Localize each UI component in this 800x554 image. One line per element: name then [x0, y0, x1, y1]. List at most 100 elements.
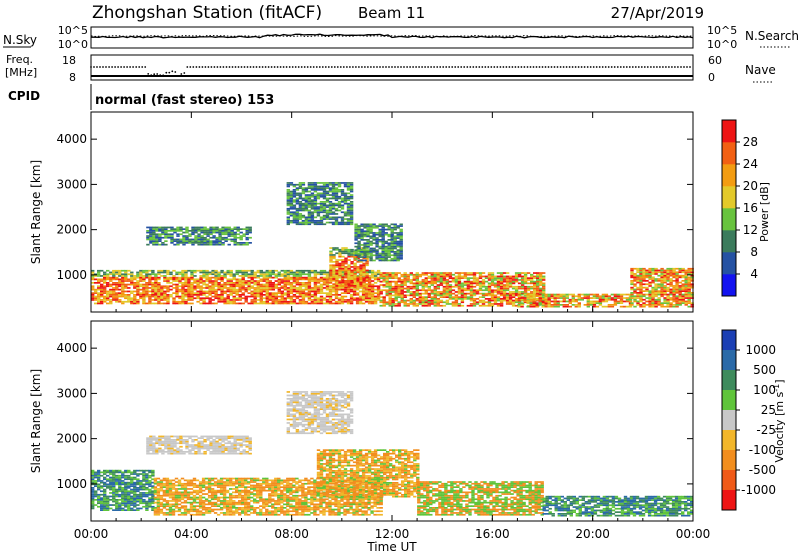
- echo-cell: [202, 300, 206, 303]
- echo-cell: [155, 238, 159, 241]
- echo-cell: [366, 230, 370, 233]
- echo-cell: [672, 290, 676, 292]
- echo-cell: [536, 292, 540, 295]
- echo-cell: [381, 249, 385, 251]
- echo-cell: [162, 507, 167, 509]
- echo-cell: [304, 300, 309, 303]
- echo-cell: [183, 482, 188, 485]
- echo-cell: [343, 195, 348, 198]
- echo-cell: [247, 292, 251, 294]
- echo-cell: [511, 292, 516, 295]
- echo-cell: [115, 502, 119, 505]
- echo-cell: [363, 225, 367, 227]
- colorbar-tick-label: 16: [743, 201, 758, 215]
- echo-cell: [424, 272, 428, 274]
- echo-cell: [388, 284, 392, 286]
- echo-cell: [194, 226, 198, 229]
- echo-cell: [457, 291, 462, 293]
- echo-cell: [295, 271, 300, 274]
- echo-cell: [250, 300, 254, 303]
- echo-cell: [149, 238, 153, 241]
- echo-cell: [533, 289, 537, 292]
- echo-cell: [152, 236, 156, 239]
- echo-cell: [412, 296, 416, 298]
- echo-cell: [325, 201, 330, 203]
- echo-cell: [350, 262, 354, 265]
- echo-cell: [213, 503, 218, 506]
- echo-cell: [520, 291, 525, 293]
- echo-cell: [396, 244, 400, 246]
- echo-cell: [651, 295, 655, 298]
- echo-cell: [457, 303, 462, 305]
- echo-cell: [394, 292, 398, 295]
- echo-cell: [385, 275, 389, 278]
- echo-cell: [319, 302, 324, 305]
- echo-cell: [382, 279, 386, 281]
- echo-cell: [145, 271, 149, 274]
- echo-cell: [365, 286, 369, 289]
- echo-cell: [292, 194, 297, 196]
- echo-cell: [350, 261, 354, 263]
- echo-cell: [142, 469, 146, 472]
- echo-cell: [271, 300, 275, 303]
- echo-cell: [400, 289, 404, 292]
- echo-cell: [360, 232, 364, 234]
- echo-cell: [382, 277, 386, 279]
- echo-cell: [505, 272, 510, 274]
- echo-cell: [666, 288, 670, 291]
- echo-cell: [583, 293, 587, 296]
- echo-cell: [370, 269, 375, 272]
- echo-cell: [286, 294, 291, 296]
- echo-cell: [544, 302, 548, 304]
- echo-cell: [365, 279, 369, 282]
- echo-cell: [174, 510, 179, 513]
- echo-cell: [669, 297, 673, 299]
- echo-cell: [319, 299, 324, 301]
- echo-cell: [373, 276, 378, 279]
- echo-cell: [427, 275, 431, 278]
- echo-cell: [190, 271, 194, 274]
- echo-cell: [207, 507, 212, 509]
- echo-cell: [130, 497, 134, 499]
- echo-cell: [133, 297, 137, 300]
- echo-cell: [376, 295, 381, 298]
- echo-cell: [94, 495, 98, 498]
- echo-cell: [292, 271, 297, 274]
- echo-cell: [381, 244, 385, 246]
- echo-cell: [645, 290, 649, 292]
- echo-cell: [186, 494, 191, 497]
- echo-cell: [387, 256, 391, 258]
- echo-cell: [406, 304, 410, 307]
- echo-cell: [109, 480, 113, 482]
- echo-cell: [493, 296, 498, 298]
- echo-cell: [542, 296, 546, 298]
- echo-cell: [601, 293, 606, 296]
- echo-cell: [259, 290, 263, 293]
- echo-cell: [433, 272, 437, 274]
- echo-cell: [499, 284, 504, 286]
- echo-cell: [681, 286, 685, 289]
- echo-cell: [484, 304, 489, 307]
- echo-cell: [496, 285, 501, 288]
- echo-cell: [157, 271, 161, 274]
- echo-cell: [124, 271, 128, 274]
- echo-cell: [151, 469, 155, 472]
- echo-cell: [511, 282, 516, 285]
- echo-cell: [142, 292, 146, 294]
- echo-cell: [532, 293, 536, 296]
- echo-cell: [334, 283, 339, 286]
- echo-cell: [307, 288, 312, 291]
- echo-cell: [301, 299, 306, 301]
- echo-cell: [523, 291, 528, 293]
- echo-cell: [478, 289, 483, 292]
- echo-cell: [357, 256, 361, 258]
- echo-cell: [193, 288, 197, 291]
- echo-cell: [373, 288, 378, 291]
- echo-cell: [148, 283, 152, 286]
- echo-cell: [221, 236, 225, 239]
- echo-cell: [190, 285, 194, 288]
- echo-cell: [97, 505, 101, 508]
- echo-cell: [310, 183, 315, 186]
- echo-cell: [178, 290, 182, 293]
- echo-cell: [381, 228, 385, 231]
